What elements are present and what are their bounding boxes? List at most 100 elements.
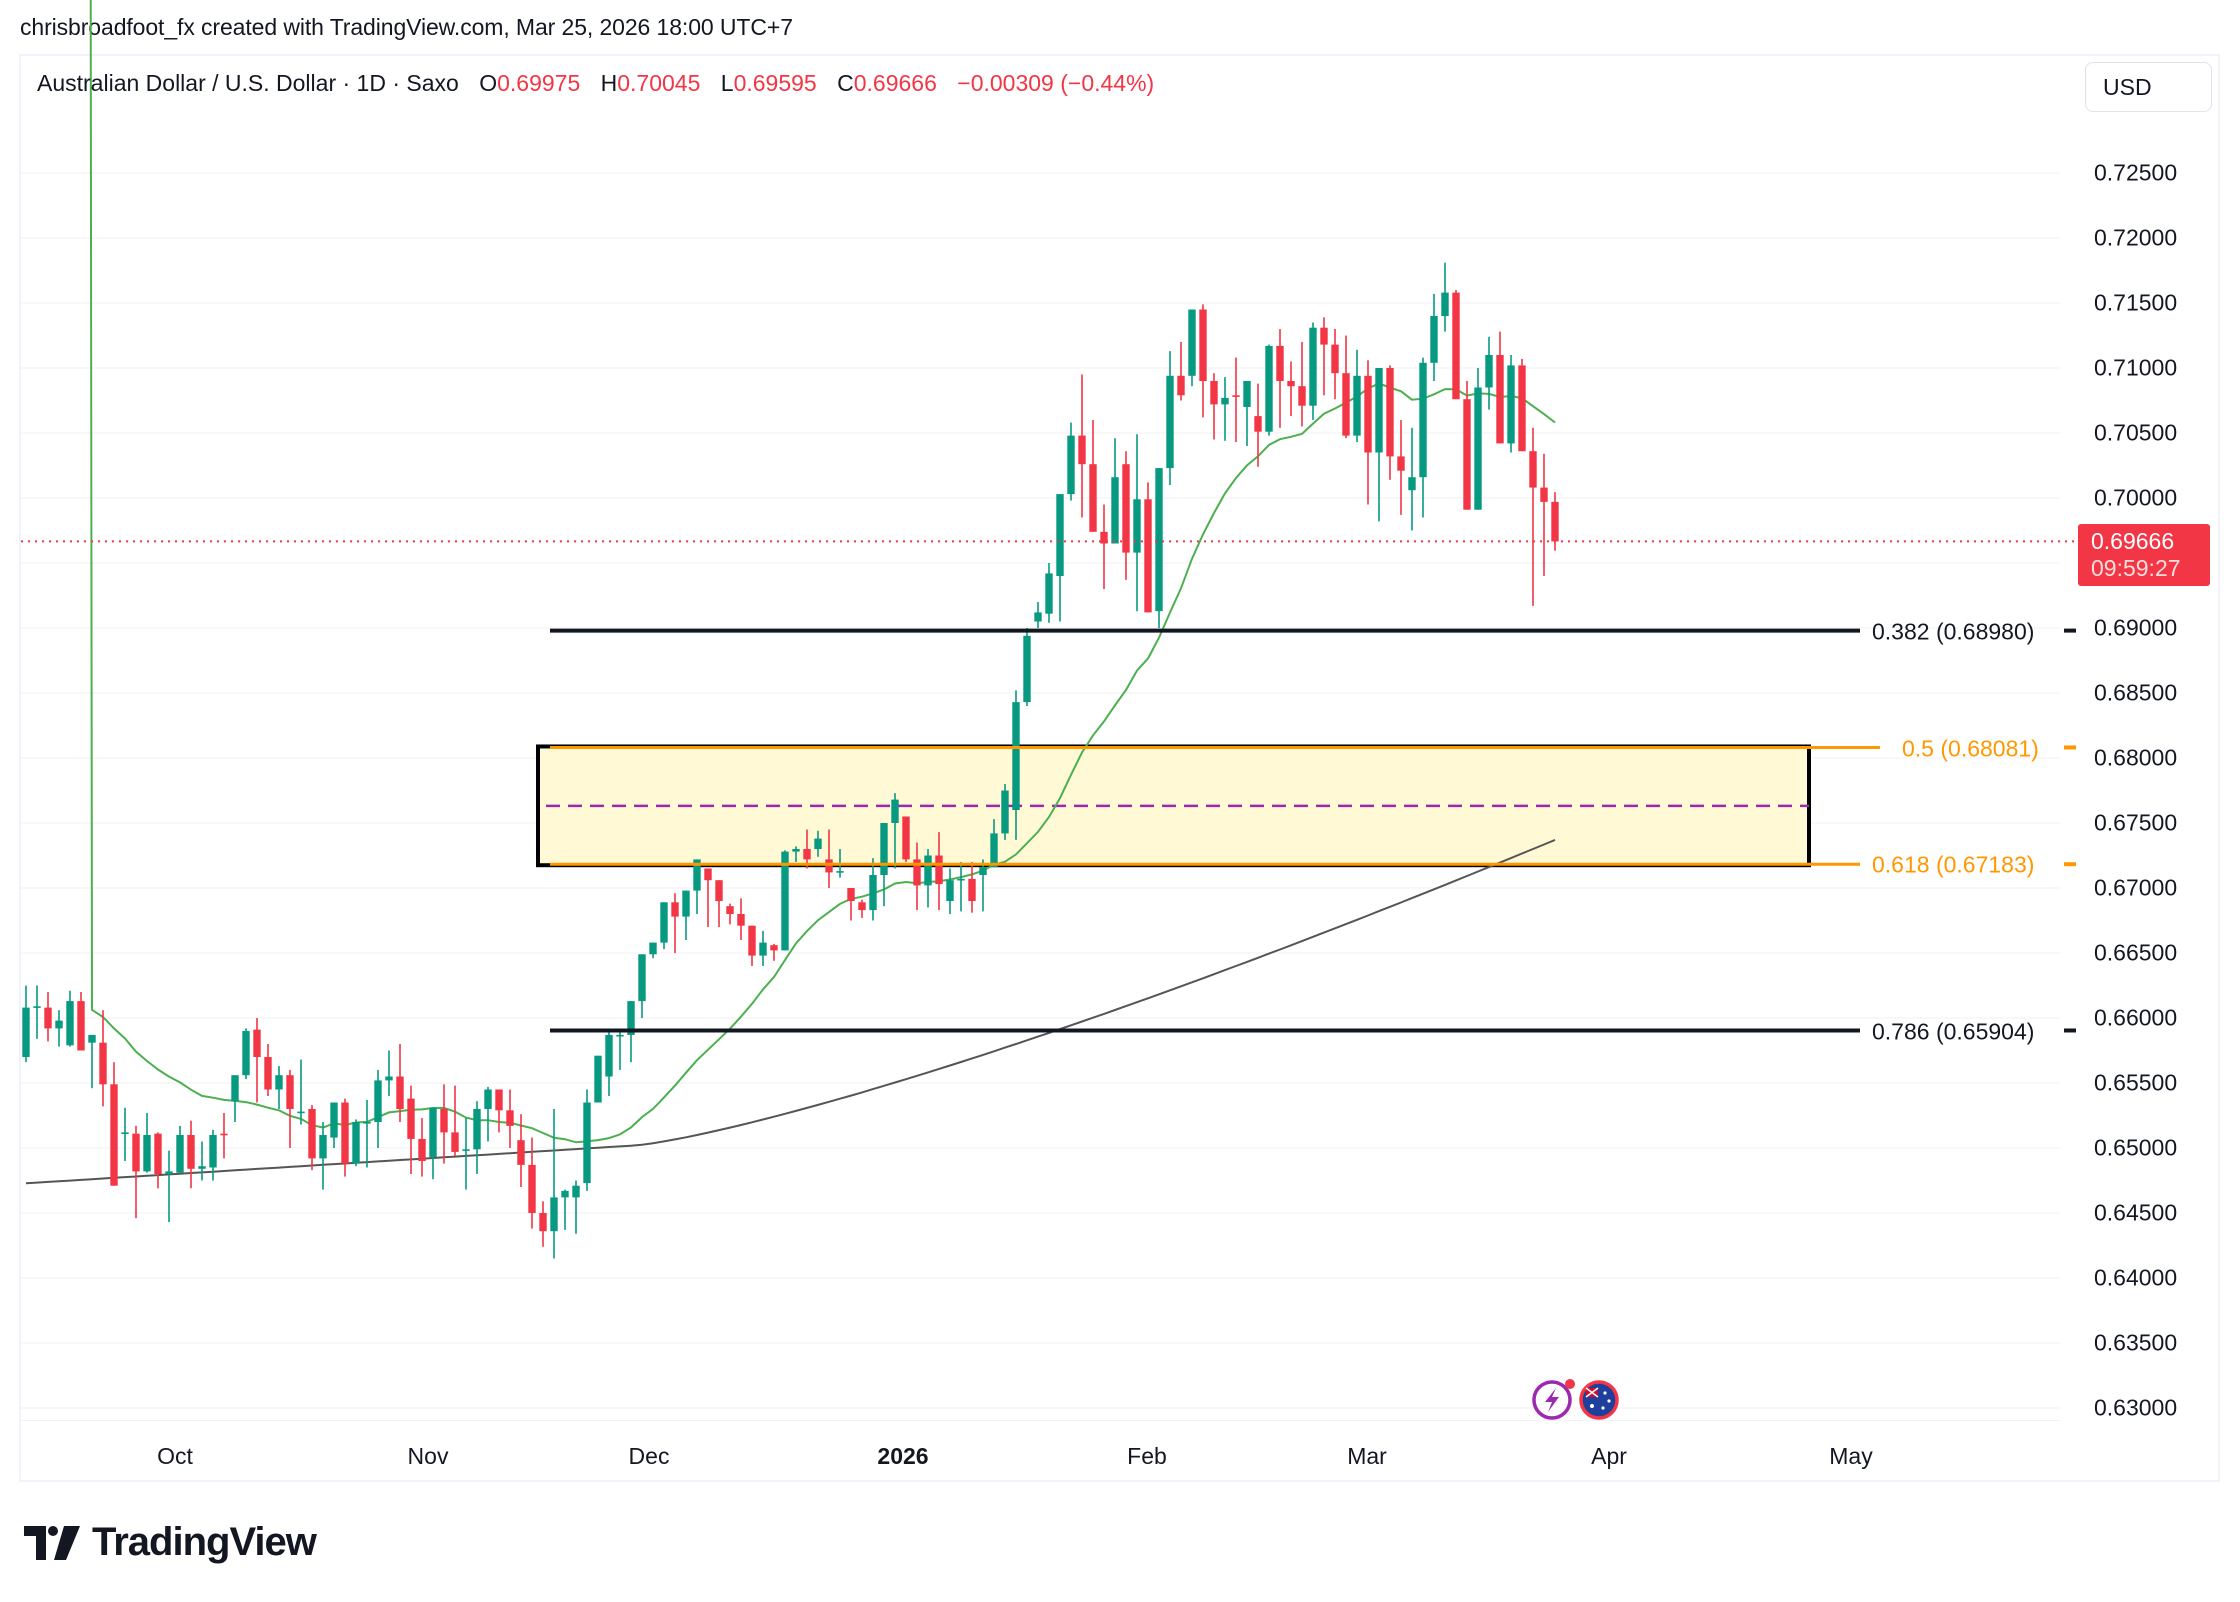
- fib-golden-zone: [536, 744, 1811, 868]
- candle: [781, 850, 789, 951]
- candle: [1452, 290, 1460, 400]
- candle: [1111, 438, 1119, 544]
- candle: [1507, 355, 1515, 453]
- candle: [946, 868, 954, 914]
- candle: [77, 992, 85, 1051]
- candle: [264, 1044, 272, 1096]
- last-price-label: 0.69666 09:59:27: [2078, 524, 2210, 586]
- candle: [803, 829, 811, 869]
- candle: [1397, 420, 1405, 515]
- candle: [154, 1132, 162, 1189]
- candle: [1221, 377, 1229, 441]
- candle: [550, 1109, 558, 1259]
- price-tick: 0.68000: [2094, 744, 2178, 771]
- price-change: −0.00309 (−0.44%): [957, 70, 1155, 96]
- candle: [682, 890, 690, 940]
- sma-20-path: [89, 0, 1556, 1144]
- price-tick: 0.64000: [2094, 1264, 2178, 1291]
- close-label: C: [837, 70, 854, 96]
- candle: [1210, 373, 1218, 440]
- candle: [22, 985, 30, 1063]
- candle: [858, 899, 866, 918]
- price-tick: 0.72000: [2094, 224, 2178, 251]
- candle: [1056, 494, 1064, 622]
- candle: [726, 903, 734, 925]
- candle: [1419, 357, 1427, 518]
- candle: [429, 1107, 437, 1180]
- price-tick: 0.67000: [2094, 874, 2178, 901]
- price-axis[interactable]: 0.72500 0.72000 0.71500 0.71000 0.70500 0.700…: [2060, 56, 2218, 1421]
- candlesticks: [22, 262, 1559, 1259]
- candle: [891, 793, 899, 869]
- tradingview-logo-icon: [24, 1525, 80, 1560]
- fib-label-05[interactable]: 0.5 (0.68081): [1902, 735, 2039, 762]
- candle: [1177, 342, 1185, 401]
- candle: [1474, 368, 1482, 510]
- candle: [44, 992, 52, 1042]
- candle: [209, 1129, 217, 1181]
- candle: [737, 898, 745, 940]
- open-label: O: [479, 70, 498, 96]
- price-tick: 0.71500: [2094, 289, 2178, 316]
- tradingview-logo: TradingView: [24, 1520, 317, 1565]
- candle: [341, 1098, 349, 1177]
- candle: [825, 829, 833, 888]
- economic-event-icon[interactable]: [1532, 1379, 1575, 1420]
- high-value: 0.70045: [617, 70, 701, 96]
- candle: [1353, 349, 1361, 443]
- price-tick: 0.64500: [2094, 1199, 2178, 1226]
- candle: [968, 862, 976, 913]
- fib-label-0382[interactable]: 0.382 (0.68980): [1872, 618, 2035, 645]
- candle: [275, 1066, 283, 1109]
- australia-flag-icon[interactable]: [1579, 1380, 1619, 1420]
- fib-label-0786[interactable]: 0.786 (0.65904): [1872, 1018, 2035, 1045]
- candle: [1364, 360, 1372, 505]
- candle: [330, 1102, 338, 1148]
- time-tick: May: [1829, 1443, 1873, 1469]
- candle: [1298, 342, 1306, 427]
- candle: [352, 1119, 360, 1167]
- candle: [1133, 434, 1141, 612]
- fib-label-0618[interactable]: 0.618 (0.67183): [1872, 851, 2035, 878]
- candle: [1254, 383, 1262, 467]
- candle: [979, 859, 987, 912]
- candle: [473, 1101, 481, 1174]
- candle: [649, 942, 657, 959]
- candle: [517, 1114, 525, 1187]
- time-axis[interactable]: Oct Nov Dec 2026 Feb Mar Apr May: [20, 1420, 2060, 1481]
- price-tick: 0.67500: [2094, 809, 2178, 836]
- price-tick: 0.70000: [2094, 484, 2178, 511]
- candle: [1067, 422, 1075, 501]
- candle: [715, 880, 723, 927]
- time-tick: Nov: [407, 1443, 449, 1469]
- candle: [1386, 365, 1394, 480]
- candle: [814, 830, 822, 857]
- candle: [99, 1010, 107, 1107]
- time-tick: Oct: [157, 1443, 193, 1469]
- candle: [220, 1112, 228, 1159]
- sma-200-path: [25, 838, 1556, 1185]
- candle: [638, 954, 646, 1018]
- symbol-name[interactable]: Australian Dollar / U.S. Dollar · 1D · S…: [37, 70, 459, 96]
- candle: [231, 1075, 239, 1122]
- price-tick: 0.65000: [2094, 1134, 2178, 1161]
- low-label: L: [720, 70, 734, 96]
- candle: [935, 832, 943, 911]
- candle: [187, 1120, 195, 1189]
- candle: [1540, 453, 1548, 576]
- candle: [913, 842, 921, 911]
- candle: [770, 943, 778, 961]
- time-tick: Apr: [1591, 1443, 1627, 1469]
- currency-button[interactable]: USD: [2085, 62, 2212, 112]
- time-tick: Mar: [1347, 1443, 1387, 1469]
- candle: [1463, 381, 1471, 510]
- candle: [1078, 374, 1086, 518]
- candle: [110, 1062, 118, 1186]
- candle: [583, 1089, 591, 1191]
- open-value: 0.69975: [497, 70, 581, 96]
- candle: [528, 1137, 536, 1229]
- candle: [616, 1031, 624, 1070]
- candle: [660, 902, 668, 950]
- candle: [1331, 329, 1339, 400]
